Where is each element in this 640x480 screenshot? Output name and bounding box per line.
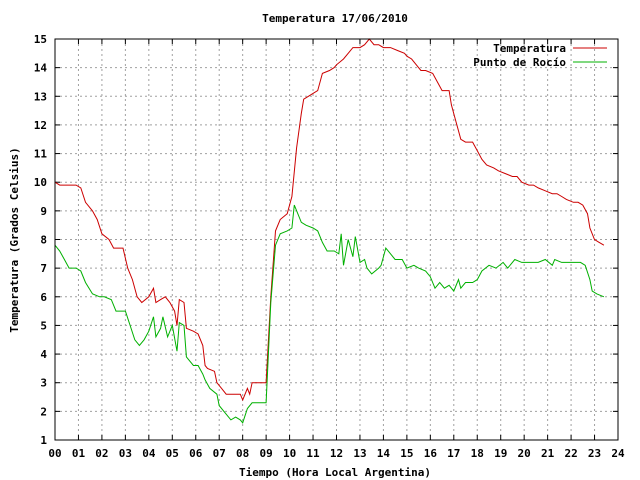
y-tick-label: 8: [40, 234, 47, 247]
grid-lines: [55, 39, 618, 440]
x-tick-label: 17: [447, 447, 460, 460]
x-tick-label: 14: [377, 447, 391, 460]
y-tick-label: 4: [40, 348, 47, 361]
x-tick-label: 00: [48, 447, 61, 460]
x-tick-label: 16: [424, 447, 438, 460]
x-tick-label: 05: [166, 447, 179, 460]
x-tick-label: 19: [494, 447, 507, 460]
y-tick-label: 15: [34, 33, 47, 46]
x-tick-label: 10: [283, 447, 296, 460]
y-axis-label: Temperatura (Grados Celsius): [8, 147, 21, 332]
y-tick-label: 9: [40, 205, 47, 218]
x-tick-label: 15: [400, 447, 413, 460]
series-line-punto-de-roc-o: [54, 204, 605, 424]
y-tick-label: 11: [34, 148, 48, 161]
y-tick-label: 13: [34, 90, 47, 103]
x-tick-label: 11: [306, 447, 320, 460]
x-tick-label: 06: [189, 447, 203, 460]
y-tick-label: 6: [40, 291, 47, 304]
x-tick-label: 13: [353, 447, 366, 460]
x-axis: 00 01 02 03 04 05 06 07 08 09 10 11 12 13 14 15 16 17 18 19…: [48, 39, 625, 460]
y-tick-label: 2: [40, 405, 47, 418]
x-tick-label: 23: [588, 447, 601, 460]
legend-label: Punto de Rocío: [473, 56, 566, 69]
x-tick-label: 24: [611, 447, 625, 460]
y-tick-label: 1: [40, 434, 47, 447]
x-axis-label: Tiempo (Hora Local Argentina): [239, 466, 431, 479]
y-tick-label: 5: [40, 319, 47, 332]
x-tick-label: 02: [95, 447, 108, 460]
chart-title: Temperatura 17/06/2010: [262, 12, 408, 25]
x-tick-label: 12: [330, 447, 343, 460]
y-tick-label: 10: [34, 176, 47, 189]
y-tick-label: 7: [40, 262, 47, 275]
x-tick-label: 03: [119, 447, 132, 460]
x-tick-label: 04: [142, 447, 156, 460]
x-tick-label: 18: [471, 447, 484, 460]
series-line-temperatura: [54, 38, 605, 402]
y-tick-label: 12: [34, 119, 47, 132]
x-tick-label: 01: [72, 447, 86, 460]
y-tick-label: 3: [40, 377, 47, 390]
legend-label: Temperatura: [493, 42, 566, 55]
x-tick-label: 21: [541, 447, 555, 460]
y-tick-label: 14: [34, 62, 48, 75]
x-tick-label: 07: [213, 447, 226, 460]
series-lines: [54, 38, 605, 424]
x-tick-label: 20: [518, 447, 531, 460]
x-tick-label: 22: [564, 447, 577, 460]
x-tick-label: 09: [260, 447, 273, 460]
x-tick-label: 08: [236, 447, 249, 460]
plot-frame: [54, 38, 619, 441]
